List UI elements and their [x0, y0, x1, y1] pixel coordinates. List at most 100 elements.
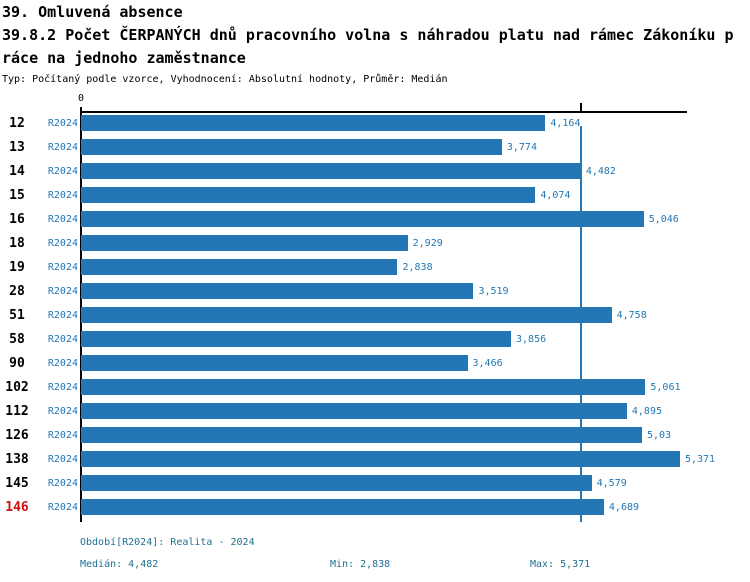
bar-value-label: 4,579 [596, 477, 627, 489]
bar-value-label: 2,929 [412, 237, 443, 249]
median-line [579, 126, 582, 522]
bar-area: 4,482 [81, 159, 687, 183]
bar-area: 3,856 [81, 327, 687, 351]
bar-value-label: 3,774 [506, 141, 537, 153]
bar-value-label: 3,856 [516, 333, 547, 345]
bar[interactable] [81, 379, 646, 395]
chart-rows: 12 R2024 4,164 13 R2024 3,774 14 R2024 4,482 15 R2… [0, 111, 750, 519]
chart-row: 14 R2024 4,482 [0, 159, 750, 183]
footer-max-label: Max: 5,371 [530, 559, 591, 570]
row-category-label: 126 [5, 427, 29, 443]
bar[interactable] [81, 427, 642, 443]
report-section-title: 39. Omluvená absence [2, 3, 183, 21]
footer-median-label: Medián: 4,482 [80, 559, 159, 570]
bar-value-label: 4,482 [585, 165, 616, 177]
bar[interactable] [81, 307, 612, 323]
row-category-label: 15 [9, 187, 25, 203]
chart-row: 12 R2024 4,164 [0, 111, 750, 135]
bar-area: 3,519 [81, 279, 687, 303]
bar[interactable] [81, 475, 592, 491]
bar-area: 2,929 [81, 231, 687, 255]
median-axis-tick [579, 103, 582, 112]
chart-row: 145 R2024 4,579 [0, 471, 750, 495]
row-category-label: 16 [9, 211, 25, 227]
bar[interactable] [81, 163, 581, 179]
row-category-label: 18 [9, 235, 25, 251]
bar-area: 4,164 [81, 111, 687, 135]
bar-area: 5,046 [81, 207, 687, 231]
bar-area: 4,895 [81, 399, 687, 423]
chart-row: 146 R2024 4,689 [0, 495, 750, 519]
row-series-label: R2024 [47, 165, 78, 177]
row-series-label: R2024 [47, 501, 78, 513]
report-header: 39. Omluvená absence 39.8.2 Počet ČERPAN… [2, 1, 734, 87]
row-category-label: 102 [5, 379, 29, 395]
x-axis-origin-label: 0 [77, 93, 85, 104]
bar-area: 4,689 [81, 495, 687, 519]
bar-value-label: 3,519 [478, 285, 509, 297]
row-category-label: 14 [9, 163, 25, 179]
bar[interactable] [81, 331, 512, 347]
bar-value-label: 4,074 [540, 189, 571, 201]
bar-value-label: 4,758 [616, 309, 647, 321]
bar[interactable] [81, 451, 680, 467]
chart-row: 28 R2024 3,519 [0, 279, 750, 303]
bar-area: 3,774 [81, 135, 687, 159]
row-series-label: R2024 [47, 261, 78, 273]
bar-value-label: 5,061 [650, 381, 681, 393]
chart-row: 90 R2024 3,466 [0, 351, 750, 375]
chart-row: 18 R2024 2,929 [0, 231, 750, 255]
x-axis-line [80, 111, 687, 113]
bar-area: 4,074 [81, 183, 687, 207]
bar[interactable] [81, 139, 502, 155]
chart-row: 112 R2024 4,895 [0, 399, 750, 423]
chart-row: 19 R2024 2,838 [0, 255, 750, 279]
indicator-subtitle: Typ: Počítaný podle vzorce, Vyhodnocení:… [2, 74, 448, 85]
bar-value-label: 5,371 [684, 453, 716, 465]
bar-value-label: 4,895 [631, 405, 662, 417]
row-category-label: 28 [9, 283, 25, 299]
row-category-label: 112 [5, 403, 29, 419]
bar[interactable] [81, 499, 604, 515]
bar[interactable] [81, 187, 536, 203]
bar[interactable] [81, 115, 546, 131]
chart-row: 13 R2024 3,774 [0, 135, 750, 159]
bar[interactable] [81, 259, 398, 275]
bar-value-label: 5,03 [646, 429, 672, 441]
row-category-label: 12 [9, 115, 25, 131]
footer-min-label: Min: 2,838 [330, 559, 391, 570]
bar-value-label: 4,164 [550, 117, 581, 129]
bar-area: 5,371 [81, 447, 715, 471]
bar-value-label: 2,838 [402, 261, 433, 273]
bar[interactable] [81, 403, 627, 419]
row-category-label: 146 [5, 499, 29, 515]
row-series-label: R2024 [47, 213, 78, 225]
row-category-label: 58 [9, 331, 25, 347]
bar[interactable] [81, 283, 474, 299]
chart-row: 138 R2024 5,371 [0, 447, 750, 471]
row-category-label: 90 [9, 355, 25, 371]
row-series-label: R2024 [47, 477, 78, 489]
bar-area: 5,061 [81, 375, 687, 399]
indicator-title-line1: 39.8.2 Počet ČERPANÝCH dnů pracovního vo… [2, 26, 734, 44]
indicator-title-line2: ráce na jednoho zaměstnance [2, 49, 246, 67]
bar[interactable] [81, 211, 644, 227]
row-series-label: R2024 [47, 285, 78, 297]
chart-row: 126 R2024 5,03 [0, 423, 750, 447]
bar-value-label: 4,689 [608, 501, 640, 513]
row-category-label: 145 [5, 475, 29, 491]
row-series-label: R2024 [47, 429, 78, 441]
row-series-label: R2024 [47, 117, 78, 129]
row-series-label: R2024 [47, 189, 78, 201]
row-category-label: 19 [9, 259, 25, 275]
bar-value-label: 3,466 [472, 357, 503, 369]
chart-row: 51 R2024 4,758 [0, 303, 750, 327]
row-series-label: R2024 [47, 405, 78, 417]
row-series-label: R2024 [47, 381, 78, 393]
row-series-label: R2024 [47, 357, 78, 369]
row-series-label: R2024 [47, 333, 78, 345]
row-series-label: R2024 [47, 141, 78, 153]
bar[interactable] [81, 355, 468, 371]
bar[interactable] [81, 235, 408, 251]
